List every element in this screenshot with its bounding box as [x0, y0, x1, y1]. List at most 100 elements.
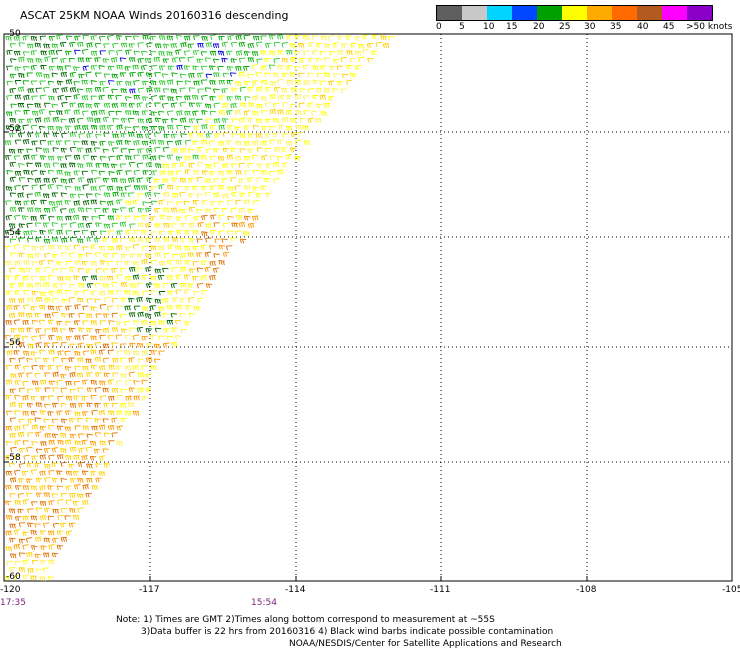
wind-barb — [27, 88, 34, 94]
wind-barb — [188, 222, 195, 228]
wind-barb — [251, 80, 259, 86]
wind-barb — [102, 343, 110, 349]
wind-barb — [103, 402, 110, 408]
wind-barb — [60, 118, 67, 124]
wind-barb — [166, 335, 174, 341]
wind-barb — [27, 568, 34, 574]
wind-barb — [133, 305, 141, 311]
wind-barb — [34, 553, 41, 559]
wind-barb — [120, 328, 128, 334]
wind-barb — [192, 65, 199, 71]
wind-barb — [30, 50, 37, 56]
wind-barb — [137, 207, 145, 213]
wind-barb — [222, 147, 230, 153]
wind-barb — [112, 118, 119, 123]
wind-barb — [69, 102, 76, 108]
wind-barb — [281, 57, 288, 63]
wind-barb — [21, 336, 29, 341]
wind-barb — [106, 305, 114, 311]
wind-barb — [68, 252, 76, 258]
wind-barb — [108, 320, 115, 325]
wind-barb — [315, 87, 322, 93]
wind-barb — [192, 260, 199, 266]
wind-barb — [86, 387, 94, 393]
wind-barb — [179, 101, 187, 108]
wind-barb — [150, 111, 157, 117]
wind-barb — [371, 34, 379, 40]
wind-barb — [269, 139, 276, 145]
wind-barb — [51, 552, 59, 558]
wind-barb — [69, 42, 76, 47]
wind-barb — [85, 417, 93, 423]
wind-barb — [260, 140, 268, 146]
wind-barb — [64, 65, 72, 70]
wind-barb — [77, 462, 85, 467]
wind-barb — [243, 125, 250, 131]
wind-barb — [129, 283, 136, 289]
wind-barb — [74, 124, 81, 131]
wind-barb — [14, 439, 21, 446]
wind-barb — [213, 102, 220, 109]
wind-barb — [65, 380, 72, 386]
wind-barb — [82, 215, 89, 221]
wind-barb — [43, 163, 51, 168]
wind-barb — [77, 507, 84, 513]
wind-barb — [133, 50, 141, 56]
wind-barb — [13, 244, 20, 250]
wind-barb — [196, 283, 204, 289]
wind-barb — [166, 184, 174, 190]
wind-barb — [68, 57, 75, 63]
wind-barb — [22, 424, 30, 430]
wind-barb — [102, 177, 110, 183]
wind-barb — [65, 35, 73, 41]
wind-barb — [161, 73, 169, 78]
wind-barb — [26, 118, 34, 124]
wind-barb — [226, 186, 234, 192]
wind-barb — [107, 379, 115, 385]
wind-barb — [23, 154, 30, 160]
wind-barb — [289, 43, 296, 49]
wind-barb — [47, 411, 54, 416]
wind-barb — [64, 155, 72, 161]
wind-barb — [110, 163, 118, 169]
wind-barb — [31, 261, 38, 266]
wind-barb — [68, 117, 76, 124]
wind-barb — [150, 200, 158, 206]
wind-barb — [56, 289, 63, 295]
wind-barb — [85, 268, 93, 274]
wind-barb — [140, 215, 148, 220]
wind-barb — [209, 125, 216, 130]
wind-barb — [30, 64, 38, 71]
wind-barb — [209, 155, 216, 161]
wind-barb — [179, 237, 187, 243]
wind-barb — [120, 88, 127, 94]
wind-barb — [95, 313, 102, 319]
wind-barb — [111, 281, 118, 287]
wind-barb — [47, 125, 54, 131]
wind-barb — [48, 544, 55, 550]
wind-barb — [154, 298, 161, 304]
wind-barb — [141, 395, 148, 401]
wind-barb — [354, 64, 362, 71]
wind-barb — [34, 462, 41, 468]
wind-barb — [127, 402, 135, 408]
wind-barb — [170, 341, 178, 348]
wind-barb — [9, 58, 17, 63]
wind-barb — [22, 304, 30, 310]
wind-barb — [35, 328, 42, 334]
wind-barb — [4, 500, 12, 506]
wind-barb — [336, 65, 343, 71]
wind-barb — [180, 133, 187, 138]
wind-barb — [34, 222, 42, 227]
wind-barb — [5, 320, 12, 326]
wind-barb — [196, 58, 203, 64]
wind-barb — [166, 35, 174, 41]
wind-barb — [235, 50, 243, 56]
wind-barb — [116, 155, 123, 161]
wind-barb — [93, 147, 101, 152]
wind-barb — [255, 72, 262, 77]
wind-barb — [65, 230, 72, 235]
wind-barb — [140, 320, 148, 326]
wind-barb — [56, 260, 63, 266]
wind-barb — [124, 305, 131, 311]
